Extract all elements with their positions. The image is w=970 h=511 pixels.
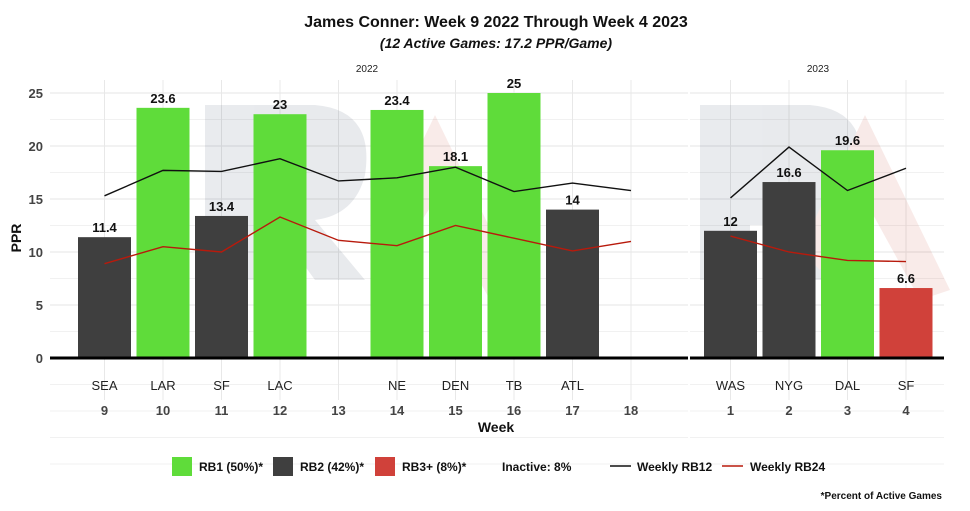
bar-week-4: [879, 288, 933, 358]
legend-swatch-rb1: [172, 457, 192, 476]
week-tick-label: 16: [507, 403, 521, 418]
legend-swatch-rb2: [273, 457, 293, 476]
y-tick-label: 0: [36, 351, 43, 366]
legend: RB1 (50%)* RB2 (42%)* RB3+ (8%)* Inactiv…: [172, 457, 825, 476]
legend-label-rb1: RB1 (50%)*: [199, 460, 263, 474]
bar-week-16: [487, 93, 541, 358]
y-tick-label: 10: [29, 245, 43, 260]
week-tick-label: 17: [565, 403, 579, 418]
series-line-rb24: [730, 235, 907, 263]
y-tick-label: 20: [29, 139, 43, 154]
bar-week-14: [370, 109, 424, 359]
bar-value-label: 23: [273, 97, 287, 112]
bar-value-label: 19.6: [835, 133, 860, 148]
opponent-label: SF: [898, 378, 915, 393]
bar-value-label: 16.6: [776, 165, 801, 180]
legend-label-inactive: Inactive: 8%: [502, 460, 572, 474]
week-tick-label: 15: [448, 403, 462, 418]
bar-value-label: 12: [723, 214, 737, 229]
x-axis-label: Week: [478, 419, 515, 435]
y-axis-label: PPR: [8, 224, 24, 253]
week-tick-label: 13: [331, 403, 345, 418]
series-line-rb12: [730, 146, 907, 199]
chart-subtitle: (12 Active Games: 17.2 PPR/Game): [380, 35, 612, 51]
bar-week-1: [704, 230, 757, 358]
y-tick-label: 5: [36, 298, 43, 313]
footnote: *Percent of Active Games: [821, 491, 943, 502]
opponent-label: DAL: [835, 378, 860, 393]
opponent-label: DEN: [442, 378, 469, 393]
bar-value-label: 18.1: [443, 149, 468, 164]
bar-week-2: [762, 182, 816, 358]
opponent-label: SEA: [91, 378, 117, 393]
bar-week-10: [136, 107, 190, 358]
bar-value-label: 13.4: [209, 199, 235, 214]
panel-2022: 2022 11.4 23.6 13.4 23 23.4 18.1 25 14 SEA LAR SF LA…: [50, 64, 688, 465]
week-tick-label: 10: [156, 403, 170, 418]
opponent-label: ATL: [561, 378, 584, 393]
opponent-label: NYG: [775, 378, 803, 393]
legend-swatch-rb3: [375, 457, 395, 476]
week-tick-label: 14: [390, 403, 405, 418]
week-tick-label: 2: [785, 403, 792, 418]
bar-week-17: [546, 209, 599, 358]
week-tick-label: 3: [844, 403, 851, 418]
bar-week-11: [195, 215, 248, 358]
panel-label: 2022: [356, 64, 379, 75]
opponent-label: NE: [388, 378, 406, 393]
panel-label: 2023: [807, 64, 830, 75]
bar-value-label: 25: [507, 76, 521, 91]
legend-label-rb24: Weekly RB24: [750, 460, 825, 474]
week-tick-label: 18: [624, 403, 638, 418]
week-tick-label: 4: [902, 403, 910, 418]
week-tick-label: 11: [215, 403, 229, 418]
opponent-label: TB: [506, 378, 523, 393]
legend-label-rb3: RB3+ (8%)*: [402, 460, 467, 474]
bar-value-label: 14: [565, 193, 580, 208]
chart-title: James Conner: Week 9 2022 Through Week 4…: [304, 14, 688, 31]
bar-week-9: [78, 237, 131, 358]
opponent-label: SF: [213, 378, 230, 393]
y-tick-label: 25: [29, 86, 43, 101]
legend-label-rb2: RB2 (42%)*: [300, 460, 364, 474]
week-tick-label: 9: [101, 403, 108, 418]
bar-value-label: 11.4: [92, 220, 117, 235]
series-line-rb12: [104, 157, 632, 197]
opponent-label: LAC: [267, 378, 292, 393]
watermark-chevron: [800, 115, 950, 300]
bar-value-label: 23.4: [384, 93, 410, 108]
bar-week-12: [253, 114, 307, 358]
week-tick-label: 1: [727, 403, 734, 418]
bar-value-label: 6.6: [897, 271, 915, 286]
bar-week-15: [429, 166, 482, 358]
week-tick-label: 12: [273, 403, 287, 418]
bar-value-label: 23.6: [150, 91, 175, 106]
opponent-label: LAR: [150, 378, 175, 393]
series-line-rb24: [104, 216, 632, 265]
legend-label-rb12: Weekly RB12: [637, 460, 712, 474]
opponent-label: WAS: [716, 378, 745, 393]
y-tick-label: 15: [29, 192, 43, 207]
bar-week-3: [821, 150, 874, 358]
